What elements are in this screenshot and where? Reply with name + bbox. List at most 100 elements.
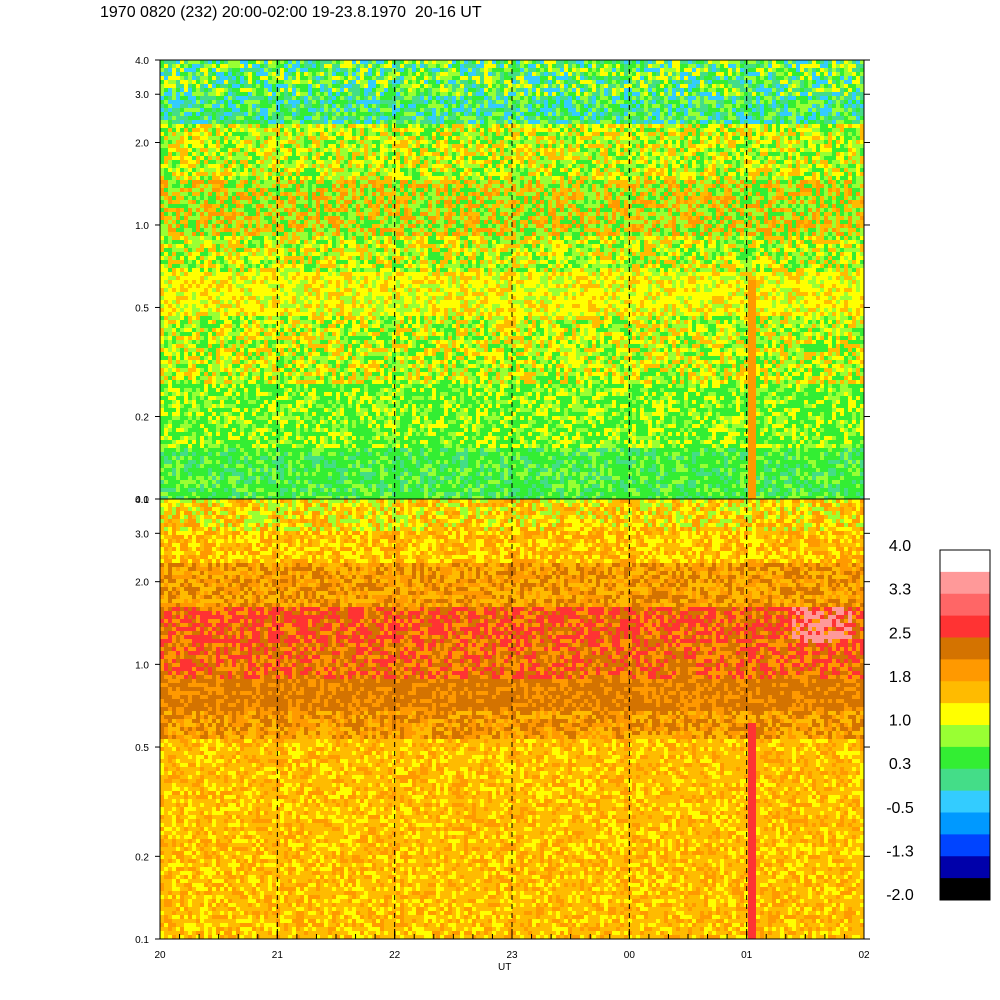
spectrogram-cell <box>224 404 228 408</box>
spectrogram-cell <box>276 164 280 168</box>
spectrogram-cell <box>184 128 188 132</box>
spectrogram-cell <box>244 344 248 348</box>
spectrogram-cell <box>220 240 224 244</box>
spectrogram-cell <box>244 184 248 188</box>
spectrogram-cell <box>212 188 216 192</box>
spectrogram-cell <box>216 168 220 172</box>
spectrogram-cell <box>176 128 180 132</box>
spectrogram-cell <box>212 432 216 436</box>
spectrogram-cell <box>260 348 264 352</box>
spectrogram-cell <box>216 392 220 396</box>
spectrogram-cell <box>188 420 192 424</box>
spectrogram-cell <box>216 208 220 212</box>
spectrogram-cell <box>192 64 196 68</box>
spectrogram-cell <box>216 128 220 132</box>
spectrogram-cell <box>160 444 164 448</box>
spectrogram-cell <box>264 168 268 172</box>
spectrogram-cell <box>276 116 280 120</box>
spectrogram-cell <box>256 428 260 432</box>
spectrogram-cell <box>212 332 216 336</box>
spectrogram-cell <box>260 132 264 136</box>
spectrogram-cell <box>200 192 204 196</box>
spectrogram-cell <box>276 188 280 192</box>
spectrogram-cell <box>236 212 240 216</box>
spectrogram-cell <box>256 228 260 232</box>
spectrogram-cell <box>164 400 168 404</box>
spectrogram-cell <box>212 460 216 464</box>
spectrogram-cell <box>176 480 180 484</box>
spectrogram-cell <box>220 168 224 172</box>
spectrogram-cell <box>168 300 172 304</box>
spectrogram-cell <box>184 476 188 480</box>
spectrogram-cell <box>180 100 184 104</box>
spectrogram-cell <box>180 484 184 488</box>
spectrogram-cell <box>172 420 176 424</box>
spectrogram-cell <box>228 460 232 464</box>
spectrogram-cell <box>220 144 224 148</box>
spectrogram-cell <box>260 232 264 236</box>
spectrogram-cell <box>208 164 212 168</box>
spectrogram-cell <box>204 232 208 236</box>
spectrogram-cell <box>216 320 220 324</box>
spectrogram-cell <box>164 260 168 264</box>
spectrogram-cell <box>240 168 244 172</box>
spectrogram-cell <box>240 412 244 416</box>
spectrogram-cell <box>232 224 236 228</box>
spectrogram-cell <box>260 192 264 196</box>
spectrogram-cell <box>176 388 180 392</box>
spectrogram-cell <box>244 244 248 248</box>
spectrogram-cell <box>240 172 244 176</box>
spectrogram-cell <box>196 276 200 280</box>
spectrogram-cell <box>212 444 216 448</box>
spectrogram-cell <box>264 192 268 196</box>
spectrogram-cell <box>272 284 276 288</box>
spectrogram-cell <box>272 420 276 424</box>
spectrogram-cell <box>252 72 256 76</box>
spectrogram-cell <box>236 300 240 304</box>
spectrogram-cell <box>256 72 260 76</box>
spectrogram-cell <box>172 308 176 312</box>
spectrogram-cell <box>212 204 216 208</box>
spectrogram-cell <box>276 268 280 272</box>
spectrogram-cell <box>228 452 232 456</box>
spectrogram-cell <box>204 276 208 280</box>
spectrogram-cell <box>252 100 256 104</box>
spectrogram-cell <box>164 492 168 496</box>
spectrogram-cell <box>196 328 200 332</box>
spectrogram-cell <box>272 84 276 88</box>
spectrogram-cell <box>176 220 180 224</box>
spectrogram-cell <box>184 452 188 456</box>
spectrogram-cell <box>220 196 224 200</box>
spectrogram-cell <box>208 300 212 304</box>
spectrogram-cell <box>204 424 208 428</box>
spectrogram-cell <box>244 400 248 404</box>
spectrogram-cell <box>220 332 224 336</box>
spectrogram-cell <box>208 248 212 252</box>
spectrogram-cell <box>168 384 172 388</box>
spectrogram-cell <box>228 188 232 192</box>
spectrogram-cell <box>196 432 200 436</box>
spectrogram-cell <box>244 452 248 456</box>
spectrogram-cell <box>160 172 164 176</box>
spectrogram-cell <box>200 220 204 224</box>
spectrogram-cell <box>224 472 228 476</box>
spectrogram-cell <box>184 348 188 352</box>
spectrogram-cell <box>192 324 196 328</box>
spectrogram-cell <box>216 444 220 448</box>
spectrogram-cell <box>260 212 264 216</box>
spectrogram-cell <box>180 188 184 192</box>
spectrogram-cell <box>252 400 256 404</box>
spectrogram-cell <box>176 136 180 140</box>
spectrogram-cell <box>248 308 252 312</box>
spectrogram-cell <box>268 296 272 300</box>
spectrogram-cell <box>264 340 268 344</box>
spectrogram-cell <box>212 216 216 220</box>
spectrogram-cell <box>228 484 232 488</box>
spectrogram-cell <box>216 232 220 236</box>
spectrogram-cell <box>172 296 176 300</box>
spectrogram-cell <box>188 304 192 308</box>
spectrogram-cell <box>208 424 212 428</box>
spectrogram-cell <box>172 76 176 80</box>
spectrogram-cell <box>188 276 192 280</box>
spectrogram-cell <box>216 360 220 364</box>
